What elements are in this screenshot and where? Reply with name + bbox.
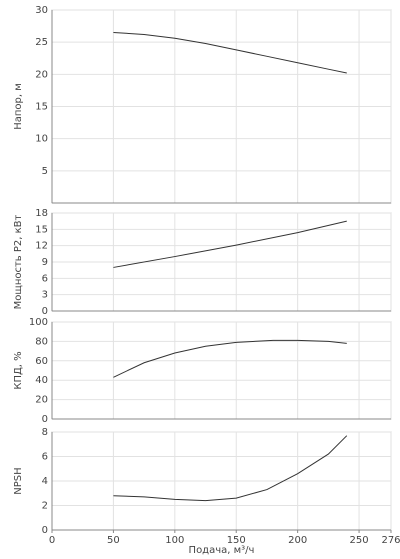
line-series (113, 32, 347, 74)
y-tick-label: 9 (42, 257, 48, 268)
x-tick-label: 150 (227, 535, 246, 546)
y-tick-label: 30 (35, 5, 48, 16)
y-tick-label: 0 (42, 525, 48, 536)
y-tick-label: 20 (35, 69, 48, 80)
y-tick-label: 3 (42, 290, 48, 301)
y-axis-label: КПД, % (13, 351, 24, 389)
y-tick-label: 18 (35, 208, 48, 219)
y-tick-label: 6 (42, 452, 48, 463)
y-axis-label: Напор, м (13, 83, 24, 130)
y-tick-label: 4 (42, 476, 48, 487)
y-tick-label: 8 (42, 427, 48, 438)
y-tick-label: 5 (42, 166, 48, 177)
x-tick-label: 250 (350, 535, 369, 546)
y-tick-label: 2 (42, 501, 48, 512)
line-series (113, 339, 347, 378)
y-tick-label: 6 (42, 273, 48, 284)
x-tick-label: 100 (165, 535, 184, 546)
y-axis-label: NPSH (13, 467, 24, 494)
line-series (113, 435, 348, 502)
y-tick-label: 10 (35, 134, 48, 145)
x-axis-label: Подача, м³/ч (189, 545, 255, 555)
y-tick-label: 0 (42, 306, 48, 317)
y-tick-label: 12 (35, 241, 48, 252)
y-axis-label: Мощность P2, кВт (13, 214, 24, 309)
y-tick-label: 25 (35, 37, 48, 48)
y-tick-label: 15 (35, 102, 48, 113)
line-series (113, 220, 347, 268)
y-tick-label: 80 (35, 336, 48, 347)
x-tick-label: 276 (381, 535, 400, 546)
x-tick-label: 50 (107, 535, 120, 546)
y-tick-label: 15 (35, 224, 48, 235)
y-tick-label: 20 (35, 395, 48, 406)
y-tick-label: 40 (35, 375, 48, 386)
y-tick-label: 60 (35, 356, 48, 367)
y-tick-label: 0 (42, 414, 48, 425)
y-tick-label: 100 (29, 317, 48, 328)
x-tick-label: 0 (49, 535, 55, 546)
x-tick-label: 200 (288, 535, 307, 546)
plot-frame (51, 321, 392, 420)
